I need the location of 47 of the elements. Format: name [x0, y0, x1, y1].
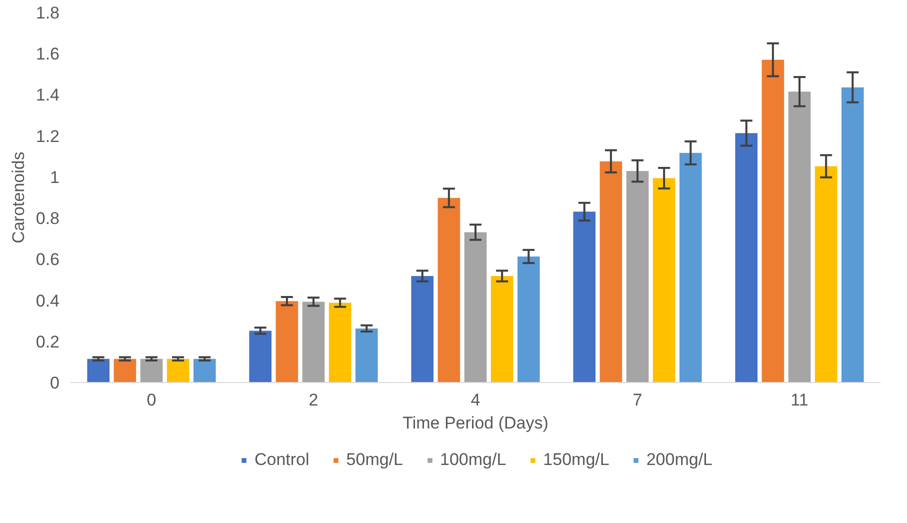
y-tick-label: 0.8 [36, 209, 60, 228]
bar [626, 170, 649, 382]
y-tick-label: 1.8 [36, 4, 60, 22]
y-tick-label: 1 [50, 168, 60, 187]
bar [438, 198, 460, 382]
bar [249, 330, 272, 382]
legend-label: 50mg/L [346, 450, 403, 470]
bar [490, 276, 514, 382]
bar [679, 152, 702, 382]
bar [788, 92, 811, 382]
bar [140, 358, 163, 382]
bar [355, 328, 378, 382]
x-tick-label: 0 [146, 390, 156, 410]
bar [193, 358, 216, 382]
x-tick-label: 2 [308, 390, 318, 410]
bar [652, 178, 676, 382]
y-axis-title: Carotenoids [8, 152, 28, 244]
bar [573, 212, 596, 382]
y-tick-label: 0 [50, 374, 60, 392]
y-tick-label: 0.6 [36, 250, 60, 270]
x-tick-label: 7 [632, 390, 642, 410]
legend-label: 200mg/L [646, 450, 713, 470]
x-tick-label: 11 [790, 390, 808, 410]
bar [302, 302, 325, 382]
bar [814, 166, 838, 382]
bar [328, 302, 352, 382]
y-tick-label: 1.2 [36, 126, 60, 146]
bar [735, 133, 758, 382]
bar [464, 232, 487, 382]
y-tick-label: 1.4 [36, 86, 60, 105]
bar [517, 256, 540, 382]
y-tick-label: 0.2 [36, 332, 60, 352]
bar [600, 161, 622, 382]
legend-label: 100mg/L [440, 450, 506, 470]
bar [762, 60, 784, 382]
bar [87, 358, 110, 382]
legend-label: Control [254, 450, 310, 470]
bar [166, 358, 190, 382]
y-tick-label: 0.4 [36, 291, 60, 310]
bar [411, 276, 434, 382]
x-axis-title: Time Period (Days) [402, 414, 548, 432]
bar [841, 87, 864, 382]
y-tick-label: 1.6 [36, 44, 60, 64]
bar [114, 358, 136, 382]
x-tick-label: 4 [470, 390, 480, 410]
legend-label: 150mg/L [543, 450, 610, 470]
bar [276, 301, 298, 382]
